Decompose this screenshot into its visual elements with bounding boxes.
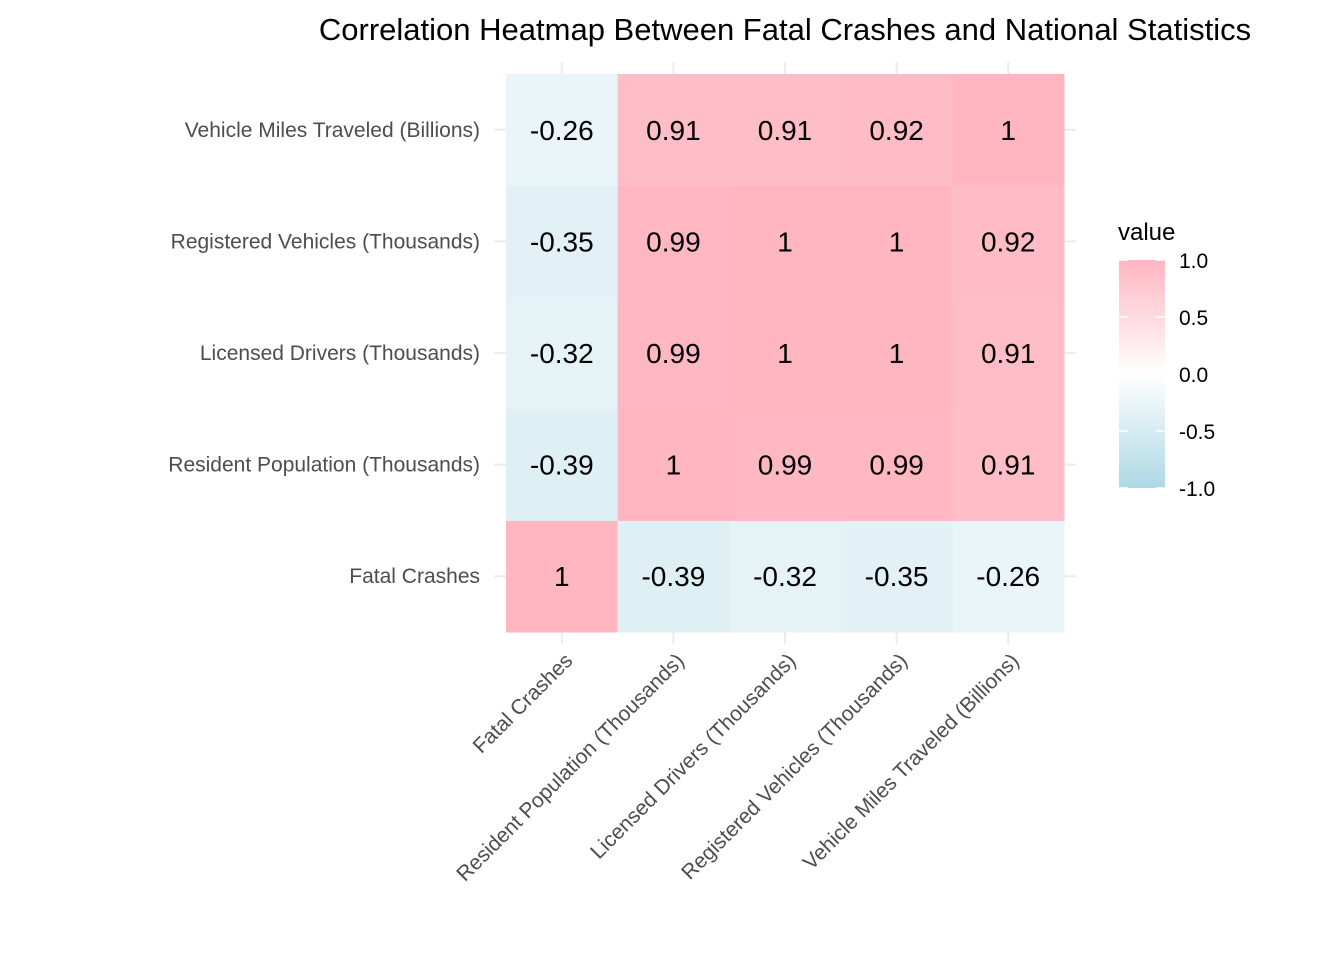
heatmap-cell: [506, 408, 619, 521]
heatmap-cell: [952, 520, 1065, 633]
legend-tick-label: 1.0: [1179, 250, 1208, 273]
cell-label: 0.99: [869, 450, 924, 481]
legend: value 1.0 0.5 0.0 -0.5 -1.0: [1118, 219, 1215, 501]
cell-label: 0.91: [758, 115, 813, 146]
heatmap-cell: [952, 185, 1065, 298]
cell-label: -0.32: [753, 561, 817, 592]
heatmap-cell: [617, 520, 730, 633]
heatmap-cell: [952, 408, 1065, 521]
legend-tick-label: -0.5: [1179, 421, 1215, 444]
heatmap-cell: [840, 408, 953, 521]
cell-label: 1: [777, 338, 793, 369]
y-tick-label: Licensed Drivers (Thousands): [200, 342, 480, 365]
heatmap-cell: [506, 520, 619, 633]
cell-label: 0.92: [869, 115, 924, 146]
x-tick-label: Registered Vehicles (Thousands): [677, 649, 912, 884]
cell-label: 1: [889, 338, 905, 369]
x-tick-label: Vehicle Miles Traveled (Billions): [799, 649, 1024, 874]
cell-label: 0.99: [646, 226, 701, 257]
cell-label: -0.26: [530, 115, 594, 146]
cell-label: -0.32: [530, 338, 594, 369]
heatmap-cell: [729, 520, 842, 633]
cell-label: 1: [666, 450, 682, 481]
cell-label: 0.91: [981, 338, 1036, 369]
y-tick-label: Resident Population (Thousands): [168, 454, 480, 477]
cell-label: -0.26: [976, 561, 1040, 592]
heatmap-cell: [840, 520, 953, 633]
y-axis: Fatal Crashes Resident Population (Thousa…: [168, 119, 480, 588]
cell-label: 0.91: [981, 450, 1036, 481]
cell-label: -0.39: [530, 450, 594, 481]
heatmap-cell: [617, 408, 730, 521]
x-tick-label: Resident Population (Thousands): [452, 649, 689, 886]
y-tick-label: Fatal Crashes: [349, 565, 480, 588]
heatmap-cell: [617, 297, 730, 410]
cell-label: -0.35: [530, 226, 594, 257]
heatmap-cell: [840, 297, 953, 410]
heatmap-cell: [506, 297, 619, 410]
cell-label: 1: [554, 561, 570, 592]
heatmap-cell: [617, 185, 730, 298]
cell-label: 1: [889, 226, 905, 257]
legend-tick-label: 0.5: [1179, 307, 1208, 330]
y-tick-label: Registered Vehicles (Thousands): [171, 230, 480, 253]
x-tick-label: Fatal Crashes: [469, 649, 578, 758]
cell-label: 0.99: [646, 338, 701, 369]
x-tick-label: Licensed Drivers (Thousands): [586, 649, 800, 863]
cell-label: 1: [777, 226, 793, 257]
heatmap-cell: [729, 185, 842, 298]
heatmap-cell: [729, 297, 842, 410]
legend-tick-label: -1.0: [1179, 478, 1215, 501]
heatmap-cell: [729, 408, 842, 521]
cell-label: 0.92: [981, 226, 1036, 257]
heatmap-cell: [952, 297, 1065, 410]
cell-label: 0.91: [646, 115, 701, 146]
cell-label: 0.99: [758, 450, 813, 481]
y-tick-label: Vehicle Miles Traveled (Billions): [185, 119, 480, 142]
cell-labels: 1 -0.39 -0.32 -0.35 -0.26 -0.39 1 0.99 0.99 0.91 -…: [530, 115, 1040, 592]
heatmap-cell: [840, 74, 953, 187]
cell-label: 1: [1000, 115, 1016, 146]
heatmap-cell: [506, 74, 619, 187]
chart-title: Correlation Heatmap Between Fatal Crashe…: [319, 12, 1251, 47]
heatmap-cell: [952, 74, 1065, 187]
heatmap-cell: [840, 185, 953, 298]
heatmap-cell: [729, 74, 842, 187]
cell-label: -0.35: [865, 561, 929, 592]
cell-label: -0.39: [641, 561, 705, 592]
legend-tick-label: 0.0: [1179, 364, 1208, 387]
heatmap-cell: [617, 74, 730, 187]
legend-title: value: [1118, 219, 1175, 246]
heatmap-cells: [506, 74, 1065, 633]
heatmap-cell: [506, 185, 619, 298]
